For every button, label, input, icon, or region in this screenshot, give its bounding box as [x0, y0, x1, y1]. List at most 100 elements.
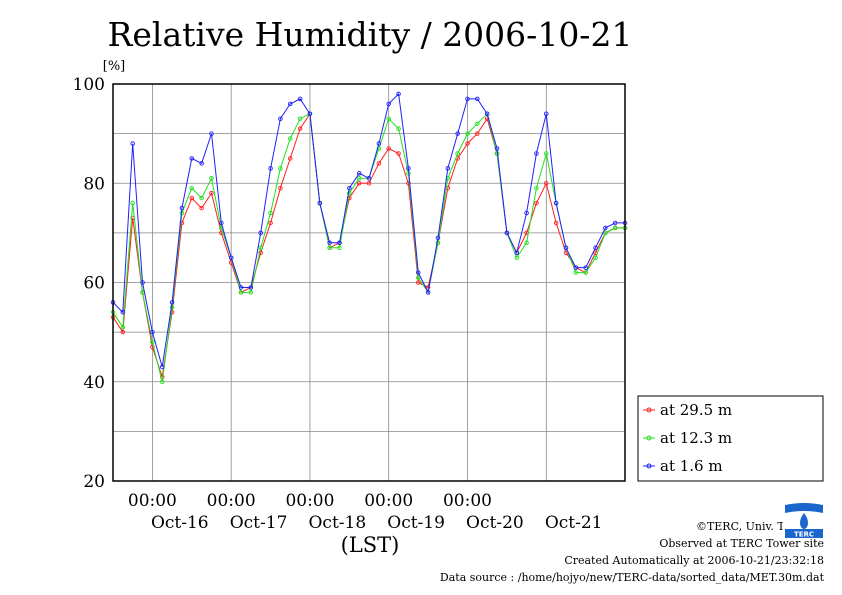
data-point [583, 270, 588, 275]
data-point [612, 220, 618, 226]
data-point [248, 290, 254, 295]
legend-label: at 1.6 m [660, 457, 723, 475]
data-point [258, 245, 263, 251]
data-point [445, 166, 451, 171]
data-point [347, 185, 352, 191]
data-point [120, 324, 126, 330]
data-point [278, 166, 283, 171]
data-point [534, 151, 539, 156]
x-date-tick: Oct-18 [308, 513, 366, 533]
data-point [465, 96, 470, 102]
plot-frame [112, 83, 626, 482]
data-point [337, 240, 342, 246]
data-point [475, 131, 480, 136]
data-point [406, 166, 411, 171]
data-point [297, 96, 303, 102]
x-date-tick: Oct-17 [230, 513, 288, 533]
data-point [159, 379, 165, 385]
data-point [189, 156, 195, 161]
data-point [465, 141, 470, 146]
data-point [416, 270, 421, 275]
data-point [593, 245, 598, 251]
data-point [150, 344, 155, 350]
data-point [258, 250, 263, 255]
data-point [484, 111, 490, 117]
data-point [376, 161, 382, 166]
observed-text: Observed at TERC Tower site [659, 537, 824, 550]
data-point [514, 255, 519, 260]
data-point [317, 200, 323, 206]
data-point [209, 190, 214, 196]
data-point [258, 230, 263, 236]
x-date-tick: Oct-21 [545, 513, 603, 533]
x-time-tick: 00:00 [364, 491, 413, 511]
data-point [268, 210, 273, 216]
data-point [169, 300, 175, 305]
data-point [386, 146, 391, 151]
y-tick-label: 60 [83, 274, 105, 294]
x-date-tick: Oct-19 [387, 513, 445, 533]
legend-marker [646, 463, 652, 469]
data-point [140, 280, 145, 285]
data-point [544, 180, 549, 186]
data-point [534, 185, 539, 191]
data-point [573, 270, 579, 275]
series-line [112, 92, 626, 368]
y-tick-label: 100 [73, 75, 105, 95]
data-point [228, 255, 234, 260]
data-point [396, 151, 401, 156]
data-point [120, 329, 126, 335]
data-point [455, 151, 460, 156]
x-time-tick: 00:00 [285, 491, 334, 511]
series-1 [110, 111, 628, 380]
x-time-tick: 00:00 [128, 491, 177, 511]
data-point [553, 220, 559, 226]
chart-title: Relative Humidity / 2006-10-21 [108, 15, 633, 54]
x-time-tick: 00:00 [207, 491, 256, 511]
data-point [189, 185, 195, 191]
data-point [248, 285, 254, 290]
data-point [209, 176, 214, 181]
data-point [287, 156, 293, 161]
data-point [396, 126, 401, 131]
data-point [612, 225, 618, 231]
data-point [278, 185, 283, 191]
data-point [150, 339, 155, 345]
data-point [553, 200, 559, 206]
data-point [268, 220, 273, 226]
data-point [573, 265, 579, 270]
data-point [278, 116, 283, 121]
data-point [327, 245, 332, 251]
y-tick-labels: 20 40 60 80 100 [73, 75, 105, 492]
data-point [297, 126, 303, 131]
data-point [534, 200, 539, 206]
x-time-tick: 00:00 [443, 491, 492, 511]
data-point [514, 250, 519, 255]
data-point [356, 171, 362, 176]
data-point [189, 195, 195, 201]
legend-marker [646, 407, 652, 413]
data-point [199, 161, 204, 166]
data-point [287, 136, 293, 141]
data-point [435, 240, 441, 246]
data-point [475, 121, 480, 126]
data-point [494, 146, 500, 151]
data-point [366, 176, 372, 181]
y-axis-label: [%] [103, 59, 126, 74]
data-point [347, 190, 352, 196]
legend: at 29.5 m at 12.3 m at 1.6 m [637, 395, 824, 482]
grid-lines [113, 84, 625, 481]
data-point [130, 141, 135, 146]
data-point [544, 151, 549, 156]
data-point [435, 235, 441, 241]
data-point [238, 285, 244, 290]
series-group [110, 91, 628, 385]
data-point [327, 240, 332, 246]
data-point [603, 225, 608, 231]
data-point [219, 220, 224, 226]
source-text: Data source : /home/hojyo/new/TERC-data/… [439, 571, 824, 584]
data-point [465, 131, 470, 136]
data-point [179, 205, 185, 211]
